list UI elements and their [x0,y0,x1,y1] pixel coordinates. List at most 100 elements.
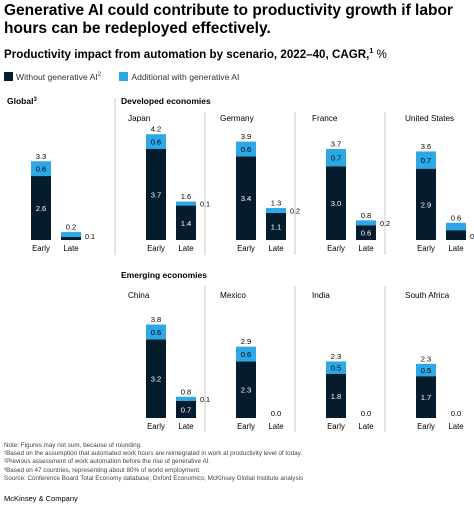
category-label: Late [448,422,463,431]
bar-segment-without [416,168,436,240]
value-label-additional: 0.5 [421,366,432,375]
section-footnote-mark: 3 [33,97,37,103]
note-line: Note: Figures may not sum, because of ro… [4,442,142,449]
category-label: Early [237,244,255,253]
value-label-additional: 0.5 [331,364,342,373]
bar-segment-without [31,176,51,240]
value-label-without: 2.6 [36,204,47,213]
panel-title: India [312,291,330,300]
note-line: ¹Based on the assumption that automated … [4,450,303,458]
category-label: Early [147,422,165,431]
total-label: 0.8 [181,387,192,396]
section-label-global: Global3 [7,96,37,106]
note-line: ²Previous assessment of work automation … [4,458,211,466]
value-label-additional: 0.6 [151,138,162,147]
category-label: Late [358,244,373,253]
panel-title: Mexico [220,291,246,300]
legend-footnote-mark: 2 [97,72,102,79]
total-label: 1.6 [181,192,192,201]
value-label-additional: 0.2 [290,206,300,215]
bar-segment-additional [266,208,286,213]
bar-segment-additional [176,201,196,206]
value-label-without: 0.6 [361,229,372,238]
bar-segment-without [326,166,346,240]
value-label-without: 0.4 [470,232,474,241]
chart-area: Global3 Developed economies Emerging econo… [7,96,474,432]
bar-segment-without [416,376,436,418]
value-label-without: 0.7 [181,405,192,414]
bar-segment-additional [31,161,51,177]
legend: Without generative AI2 Additional with g… [4,72,255,82]
category-label: Late [178,422,193,431]
category-label: Late [63,244,78,253]
legend-item-additional: Additional with generative AI [119,72,239,82]
value-label-without: 1.8 [331,392,342,401]
bar-segment-additional [236,346,256,362]
value-label-without: 3.0 [331,199,342,208]
value-label-without: 1.7 [421,393,432,402]
category-label: Late [268,244,283,253]
value-label-without: 2.9 [421,200,432,209]
total-label: 1.3 [271,199,282,208]
bar-segment-without [236,156,256,240]
bar-segment-without [61,237,81,240]
category-label: Early [327,422,345,431]
panel-title: United States [405,114,454,123]
category-label: Early [417,244,435,253]
total-label: 0.6 [451,213,462,222]
total-label: 3.9 [241,132,252,141]
bar-segment-additional [416,151,436,169]
chart-title: Generative AI could contribute to produc… [4,2,453,37]
value-label-additional: 0.7 [331,154,342,163]
value-label-additional: 0.6 [241,350,252,359]
bar-segment-additional [176,396,196,401]
bar-segment-additional [61,232,81,237]
bar-segment-without [356,225,376,240]
value-label-without: 3.4 [241,194,252,203]
bar-segment-without [446,230,466,240]
bar-segment-additional [326,148,346,167]
bar-segment-without [146,339,166,418]
subtitle-main: Productivity impact from automation by s… [4,48,370,61]
subtitle-unit: % [373,48,387,61]
category-label: Early [32,244,50,253]
brand-label: McKinsey & Company [4,494,78,503]
total-label: 3.7 [331,139,342,148]
bar-segment-additional [446,222,466,231]
panel-title: South Africa [405,291,450,300]
category-label: Early [327,244,345,253]
total-label: 0.0 [271,409,282,418]
section-label-emerging: Emerging economies [121,270,207,280]
total-label: 3.8 [151,315,162,324]
panel-title: China [128,291,150,300]
total-label: 2.3 [331,352,342,361]
value-label-without: 3.2 [151,375,162,384]
category-label: Early [417,422,435,431]
note-line: Source: Conference Board Total Economy d… [4,474,304,482]
value-label-additional: 0.7 [421,156,432,165]
total-label: 3.3 [36,152,47,161]
value-label-without: 3.7 [151,190,162,199]
legend-item-without: Without generative AI2 [4,72,101,82]
value-label-additional: 0.6 [36,165,47,174]
bar-segment-additional [416,363,436,377]
bar-segment-additional [146,324,166,340]
bar-segment-without [266,212,286,240]
total-label: 3.6 [421,142,432,151]
value-label-additional: 0.1 [200,200,210,209]
value-label-additional: 0.1 [200,395,210,404]
bar-segment-additional [236,141,256,157]
bar-segment-without [326,373,346,418]
section-label-developed: Developed economies [121,96,211,106]
category-label: Early [237,422,255,431]
value-label-without: 0.1 [85,232,95,241]
value-label-without: 1.4 [181,219,192,228]
total-label: 0.8 [361,211,372,220]
total-label: 0.0 [451,409,462,418]
bar-segment-additional [146,134,166,149]
bar-segment-without [236,361,256,418]
bar-segment-without [176,400,196,418]
panel-title: Germany [220,114,255,123]
bar-segment-additional [326,361,346,374]
category-label: Late [358,422,373,431]
